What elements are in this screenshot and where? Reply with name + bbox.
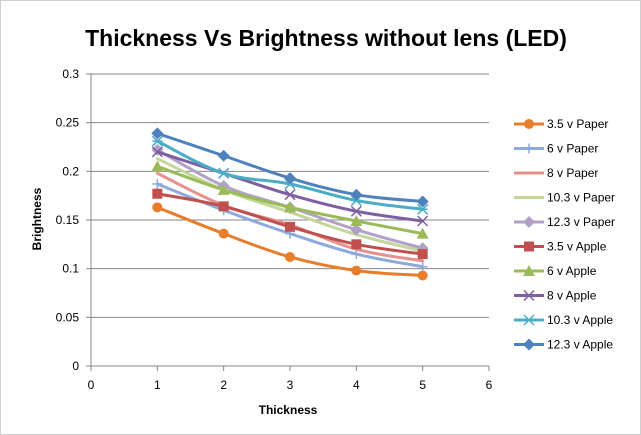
x-tick-label: 0 bbox=[88, 378, 95, 392]
data-point bbox=[350, 223, 363, 236]
legend-label: 12.3 v Apple bbox=[547, 338, 613, 352]
data-point bbox=[152, 178, 163, 189]
y-tick-label: 0.3 bbox=[62, 67, 79, 81]
y-tick-label: 0.25 bbox=[56, 116, 80, 130]
series-5 bbox=[152, 188, 428, 260]
y-tick-label: 0.15 bbox=[56, 213, 80, 227]
data-point bbox=[417, 270, 428, 281]
data-point bbox=[151, 146, 163, 158]
data-point bbox=[152, 188, 163, 199]
data-point bbox=[151, 135, 163, 147]
legend-entry: 12.3 v Paper bbox=[514, 215, 615, 229]
data-point bbox=[284, 172, 296, 185]
legend-label: 12.3 v Paper bbox=[547, 215, 615, 229]
x-axis-title: Thickness bbox=[259, 403, 318, 417]
x-tick-label: 4 bbox=[353, 378, 360, 392]
legend-marker bbox=[523, 338, 535, 351]
legend-marker bbox=[523, 216, 535, 228]
legend-entry: 3.5 v Paper bbox=[514, 117, 608, 131]
legend-entry: 6 v Apple bbox=[514, 264, 597, 278]
data-point bbox=[218, 228, 229, 239]
legend-label: 3.5 v Apple bbox=[547, 240, 607, 254]
legend-marker bbox=[524, 241, 534, 252]
legend-entry: 12.3 v Apple bbox=[514, 338, 613, 352]
legend-marker bbox=[524, 143, 534, 154]
y-tick-label: 0.1 bbox=[62, 262, 79, 276]
legend: 3.5 v Paper 6 v Paper 8 v Paper 10.3 v Pape… bbox=[514, 117, 615, 352]
legend-label: 6 v Paper bbox=[547, 142, 598, 156]
data-point bbox=[217, 183, 230, 195]
legend-label: 6 v Apple bbox=[547, 264, 597, 278]
data-point bbox=[284, 189, 296, 201]
series-lines bbox=[151, 127, 429, 281]
data-point bbox=[351, 265, 362, 276]
data-point bbox=[350, 214, 363, 226]
legend-entry: 3.5 v Apple bbox=[514, 240, 607, 254]
data-point bbox=[218, 201, 229, 212]
legend-entry: 10.3 v Paper bbox=[514, 191, 615, 205]
data-point bbox=[284, 201, 296, 213]
series-9 bbox=[151, 127, 429, 208]
legend-marker bbox=[523, 265, 535, 276]
data-point bbox=[417, 215, 429, 227]
legend-entry: 6 v Paper bbox=[514, 142, 598, 156]
data-point bbox=[285, 251, 295, 262]
data-point bbox=[416, 227, 429, 239]
data-point bbox=[152, 202, 163, 213]
series-0 bbox=[152, 202, 428, 281]
y-tick-label: 0 bbox=[72, 359, 79, 373]
legend-entry: 8 v Paper bbox=[514, 166, 598, 180]
legend-label: 8 v Apple bbox=[547, 289, 597, 303]
data-point bbox=[417, 261, 428, 272]
series-6 bbox=[151, 160, 429, 239]
y-axis-title: Brightness bbox=[30, 187, 44, 250]
data-point bbox=[151, 127, 164, 140]
legend-label: 10.3 v Paper bbox=[547, 191, 615, 205]
chart-title: Thickness Vs Brightness without lens (LE… bbox=[85, 25, 567, 51]
legend-marker bbox=[524, 119, 534, 129]
data-point bbox=[417, 249, 428, 260]
legend-marker bbox=[523, 314, 535, 326]
data-point bbox=[350, 188, 363, 201]
series-line bbox=[155, 131, 425, 204]
data-point bbox=[151, 160, 164, 172]
y-tick-label: 0.05 bbox=[56, 310, 80, 324]
legend-entry: 8 v Apple bbox=[514, 289, 597, 303]
x-tick-label: 6 bbox=[486, 378, 493, 392]
legend-marker bbox=[523, 289, 535, 302]
legend-label: 10.3 v Apple bbox=[547, 313, 613, 327]
x-tick-label: 2 bbox=[220, 378, 227, 392]
data-point bbox=[417, 203, 429, 215]
y-tick-label: 0.2 bbox=[62, 164, 79, 178]
tick-labels: 0 0.05 0.1 0.15 0.2 0.25 0.3 0 1 2 3 4 5 6 bbox=[56, 67, 493, 392]
data-point bbox=[416, 195, 429, 208]
axes bbox=[86, 73, 490, 371]
data-point bbox=[218, 167, 230, 179]
x-tick-label: 5 bbox=[419, 378, 426, 392]
data-point bbox=[350, 205, 362, 217]
x-tick-label: 1 bbox=[154, 378, 161, 392]
data-point bbox=[285, 221, 295, 232]
x-tick-label: 3 bbox=[287, 378, 294, 392]
data-point bbox=[351, 239, 362, 250]
legend-label: 3.5 v Paper bbox=[547, 117, 608, 131]
legend-label: 8 v Paper bbox=[547, 166, 598, 180]
legend-entry: 10.3 v Apple bbox=[514, 313, 613, 327]
data-point bbox=[217, 149, 230, 162]
